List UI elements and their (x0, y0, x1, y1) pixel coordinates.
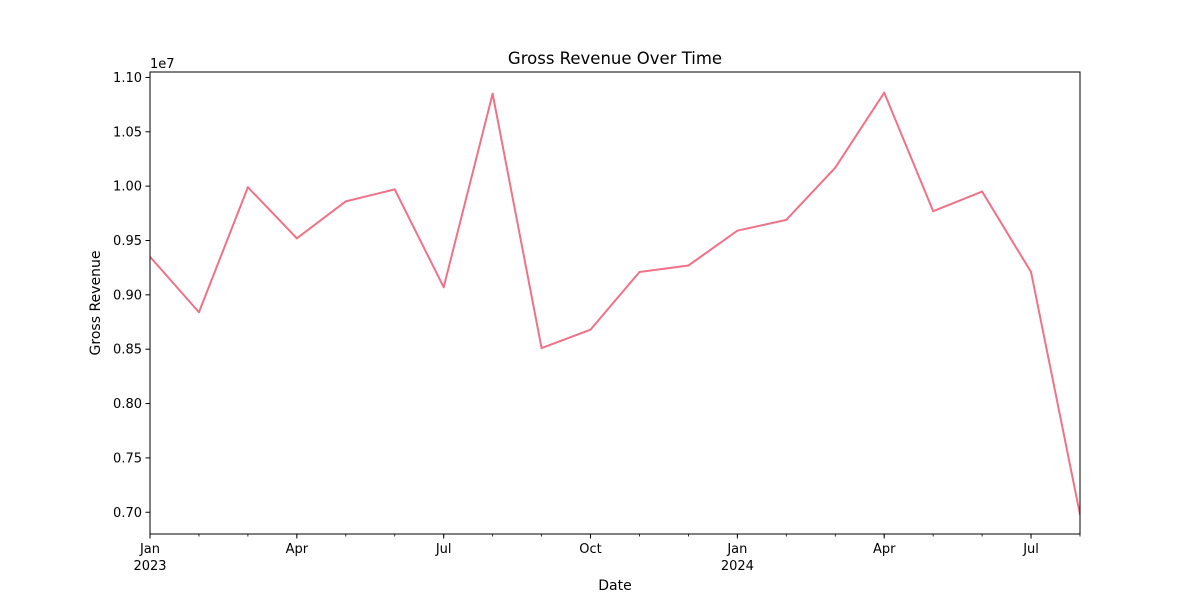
plot-frame (149, 71, 1081, 535)
x-tick-label: Jul (1022, 542, 1039, 557)
data-point (197, 311, 200, 314)
data-point (442, 286, 445, 289)
y-tick-label: 0.70 (113, 506, 142, 521)
data-point (393, 188, 396, 191)
data-point (295, 237, 298, 240)
y-axis-offset-label: 1e7 (150, 57, 175, 72)
x-tick-label: Apr (286, 542, 309, 557)
plot-area: 0.70 0.75 0.80 0.85 0.90 0.95 1.00 1.05 1.10 Jan 2… (113, 71, 1081, 574)
x-tick-year-label: 2023 (133, 559, 166, 574)
y-tick-label: 1.00 (113, 180, 142, 195)
data-point (883, 91, 886, 94)
data-point (246, 186, 249, 189)
x-tick-label: Jan (139, 542, 160, 557)
x-tick-label: Jul (435, 542, 452, 557)
chart-title: Gross Revenue Over Time (508, 49, 722, 68)
series-line (150, 91, 1080, 515)
y-tick-label: 0.95 (113, 234, 142, 249)
x-tick-year-label: 2024 (721, 559, 754, 574)
x-tick-label: Apr (873, 542, 896, 557)
data-point (589, 328, 592, 331)
y-tick-label: 0.80 (113, 397, 142, 412)
y-tick-label: 0.85 (113, 343, 142, 358)
data-point (638, 271, 641, 274)
data-point (540, 347, 543, 350)
data-point (1030, 271, 1033, 274)
x-tick-label: Jan (726, 542, 747, 557)
y-tick-label: 1.10 (113, 71, 142, 86)
data-point (785, 218, 788, 221)
x-tick-label: Oct (579, 542, 601, 557)
y-tick-label: 1.05 (113, 125, 142, 140)
data-point (344, 200, 347, 203)
y-tick-label: 0.75 (113, 451, 142, 466)
data-point (932, 210, 935, 213)
data-point (736, 229, 739, 232)
data-point (834, 166, 837, 169)
data-point (687, 264, 690, 267)
y-axis-label: Gross Revenue (88, 251, 104, 356)
data-point (491, 92, 494, 95)
x-axis-label: Date (598, 578, 631, 594)
y-tick-label: 0.90 (113, 288, 142, 303)
data-point (981, 190, 984, 193)
